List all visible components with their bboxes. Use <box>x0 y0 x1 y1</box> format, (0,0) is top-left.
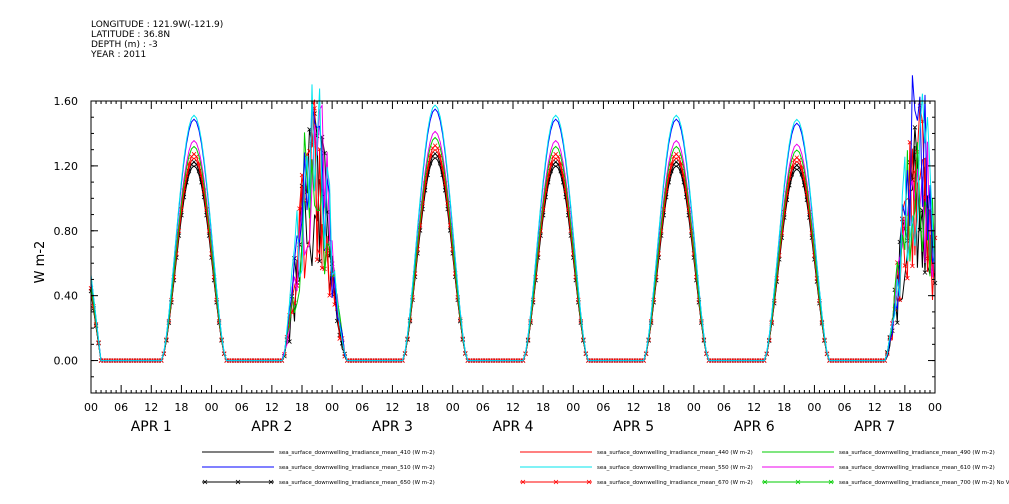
x-tick-label: 00 <box>205 401 219 414</box>
axes-layer: 0.00 0.40 0.80 1.20 1.60 00 06 12 18 00 06 12 18 00 06… <box>54 95 943 435</box>
y-tick-label: 0.80 <box>54 225 79 238</box>
date-label: APR 1 <box>131 419 172 435</box>
x-tick-label: 12 <box>385 401 399 414</box>
date-label: APR 4 <box>492 419 533 435</box>
series-marker <box>314 257 320 262</box>
series-marker <box>555 154 561 159</box>
series-marker <box>895 320 900 326</box>
date-label: APR 6 <box>734 419 775 435</box>
series-marker <box>902 263 908 268</box>
x-tick-label: 06 <box>717 401 731 414</box>
x-tick-label: 00 <box>566 401 580 414</box>
series-marker <box>194 154 199 159</box>
x-tick-label: 06 <box>355 401 369 414</box>
x-tick-label: 00 <box>687 401 701 414</box>
x-tick-label: 06 <box>476 401 490 414</box>
y-tick-label: 1.60 <box>54 95 79 108</box>
date-label: APR 7 <box>854 419 895 435</box>
y-axis-label: W m-2 <box>33 241 48 284</box>
x-tick-label: 12 <box>506 401 520 414</box>
legend-marker <box>553 479 559 485</box>
legend-label: sea_surface_downwelling_irradiance_mean_… <box>597 465 753 471</box>
legend: sea_surface_downwelling_irradiance_mean_… <box>202 450 1009 486</box>
legend-label: sea_surface_downwelling_irradiance_mean_… <box>839 480 1009 486</box>
series-marker <box>910 263 915 269</box>
x-tick-label: 00 <box>446 401 460 414</box>
series-marker <box>922 270 928 275</box>
x-tick-label: 06 <box>114 401 128 414</box>
series-line <box>90 113 936 362</box>
x-tick-label: 18 <box>174 401 188 414</box>
series-marker <box>297 206 302 211</box>
series-marker <box>905 275 910 281</box>
x-tick-label: 00 <box>84 401 98 414</box>
x-tick-label: 00 <box>325 401 339 414</box>
legend-marker <box>762 479 768 485</box>
series-marker <box>327 293 332 298</box>
legend-marker <box>235 479 241 485</box>
x-tick-label: 12 <box>265 401 279 414</box>
series-line <box>90 84 936 362</box>
x-tick-label: 12 <box>747 401 761 414</box>
legend-marker <box>828 479 834 485</box>
legend-marker <box>586 479 592 485</box>
x-tick-label: 18 <box>898 401 912 414</box>
y-tick-label: 0.00 <box>54 355 79 368</box>
series-line <box>90 75 936 362</box>
x-tick-label: 06 <box>596 401 610 414</box>
series-marker <box>676 154 682 159</box>
x-tick-label: 12 <box>627 401 641 414</box>
series-marker <box>435 145 440 151</box>
series-line <box>90 132 936 362</box>
dataset-metadata: LONGITUDE : 121.9W(-121.9) LATITUDE : 36… <box>91 20 223 60</box>
x-tick-label: 00 <box>928 401 942 414</box>
x-tick-label: 18 <box>777 401 791 414</box>
series-marker <box>912 125 918 130</box>
plot-frame <box>90 100 936 394</box>
legend-marker <box>795 479 801 485</box>
series-marker <box>324 248 330 253</box>
series-marker <box>797 157 802 163</box>
y-tick-label: 1.20 <box>54 160 79 173</box>
x-tick-label: 12 <box>868 401 882 414</box>
depth-label: DEPTH (m) : -3 <box>91 40 158 50</box>
x-tick-label: 00 <box>807 401 821 414</box>
legend-label: sea_surface_downwelling_irradiance_mean_… <box>839 465 995 471</box>
date-label: APR 5 <box>613 419 654 435</box>
longitude-label: LONGITUDE : 121.9W(-121.9) <box>91 20 224 30</box>
x-tick-label: 18 <box>657 401 671 414</box>
series-marker <box>317 258 322 264</box>
legend-label: sea_surface_downwelling_irradiance_mean_… <box>597 450 753 456</box>
year-label: YEAR : 2011 <box>91 50 147 60</box>
legend-marker <box>202 479 208 485</box>
x-tick-label: 06 <box>235 401 249 414</box>
series-marker <box>900 216 905 221</box>
x-tick-label: 12 <box>144 401 158 414</box>
x-tick-label: 18 <box>536 401 550 414</box>
legend-label: sea_surface_downwelling_irradiance_mean_… <box>279 465 435 471</box>
x-tick-label: 18 <box>416 401 430 414</box>
legend-label: sea_surface_downwelling_irradiance_mean_… <box>279 480 435 486</box>
legend-label: sea_surface_downwelling_irradiance_mean_… <box>839 450 995 456</box>
x-tick-label: 18 <box>295 401 309 414</box>
latitude-label: LATITUDE : 36.8N <box>91 30 171 40</box>
date-label: APR 2 <box>251 419 292 435</box>
y-tick-label: 0.40 <box>54 290 79 303</box>
series-marker <box>897 297 903 303</box>
legend-marker <box>520 479 526 485</box>
series-marker <box>319 265 325 271</box>
legend-marker <box>268 479 274 485</box>
series-layer <box>88 75 938 363</box>
x-tick-label: 06 <box>838 401 852 414</box>
legend-label: sea_surface_downwelling_irradiance_mean_… <box>597 480 753 486</box>
date-label: APR 3 <box>372 419 413 435</box>
legend-label: sea_surface_downwelling_irradiance_mean_… <box>279 450 435 456</box>
